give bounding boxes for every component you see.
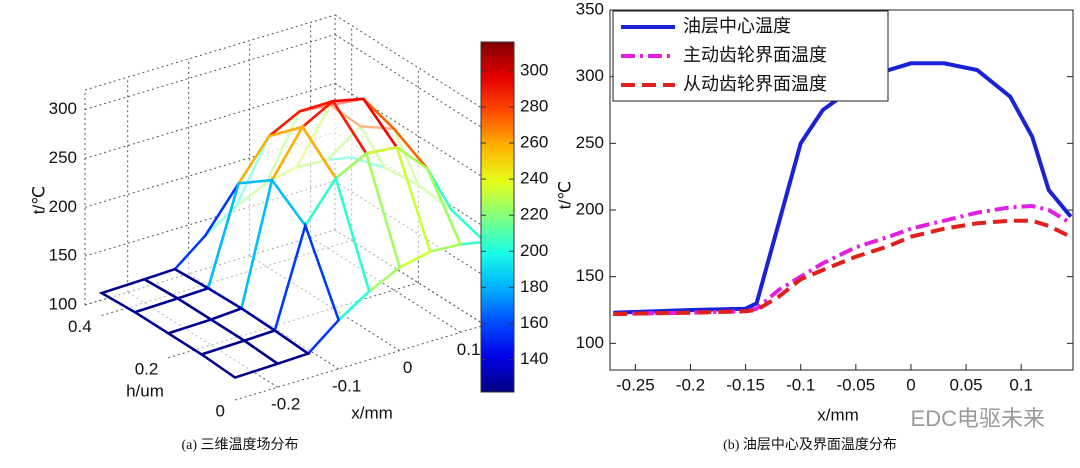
x-tick-label: 0 (403, 358, 412, 377)
x-tick-label: -0.15 (726, 375, 765, 394)
y-tick-label: 0 (216, 401, 225, 420)
y-tick-label: 100 (576, 333, 604, 352)
z-tick-label: 250 (49, 148, 77, 167)
grid-line (84, 82, 336, 159)
caption: (b) 油层中心及界面温度分布 (723, 437, 897, 453)
y-tick-label: 200 (576, 199, 604, 218)
y-axis-label: t/℃ (555, 181, 574, 210)
colorbar-label: 260 (520, 133, 548, 152)
colorbar-label: 220 (520, 205, 548, 224)
y-axis-label: h/um (126, 381, 164, 400)
colorbar-label: 280 (520, 96, 548, 115)
y-tick-label: 0.2 (135, 359, 159, 378)
x-tick-label: -0.2 (271, 395, 300, 414)
x-tick-label: 0.1 (457, 340, 481, 359)
grid-line (84, 180, 336, 257)
box-edge (334, 14, 486, 111)
z-tick-label: 100 (49, 294, 77, 313)
series-line (613, 218, 1072, 316)
z-axis-label: t/℃ (29, 186, 48, 215)
x-axis-label: x/mm (817, 405, 859, 424)
y-tick-label: 150 (576, 266, 604, 285)
grid-line (84, 34, 336, 111)
colorbar-label: 300 (520, 60, 548, 79)
x-tick-label: -0.25 (616, 375, 655, 394)
x-tick-label: -0.05 (836, 375, 875, 394)
caption: (a) 三维温度场分布 (181, 437, 298, 453)
z-tick-label: 300 (49, 99, 77, 118)
colorbar-label: 200 (520, 241, 548, 260)
colorbar-label: 240 (520, 169, 548, 188)
colorbar-label: 160 (520, 313, 548, 332)
x-tick-label: 0 (906, 375, 915, 394)
y-tick-label: 300 (576, 66, 604, 85)
colorbar-label: 180 (520, 277, 548, 296)
y-tick-label: 250 (576, 133, 604, 152)
x-tick-label: 0.05 (950, 375, 983, 394)
legend-label: 主动齿轮界面温度 (683, 45, 827, 65)
surface-patch (198, 339, 281, 379)
colorbar (480, 41, 515, 393)
x-tick-label: -0.1 (786, 375, 815, 394)
y-tick-label: 0.4 (68, 317, 92, 336)
box-edge (84, 14, 336, 91)
x-tick-label: -0.1 (332, 376, 361, 395)
watermark: EDC电驱未来 (911, 406, 1045, 431)
grid-line (84, 131, 336, 208)
z-tick-label: 200 (49, 197, 77, 216)
x-tick-label: 0.1 (1009, 375, 1033, 394)
grid-line (234, 324, 486, 401)
legend-label: 油层中心温度 (683, 16, 791, 36)
y-tick-label: 350 (576, 0, 604, 18)
colorbar-label: 140 (520, 349, 548, 368)
z-tick-label: 150 (49, 246, 77, 265)
legend-label: 从动齿轮界面温度 (683, 74, 827, 94)
x-tick-label: -0.2 (676, 375, 705, 394)
x-axis-label: x/mm (351, 403, 393, 422)
